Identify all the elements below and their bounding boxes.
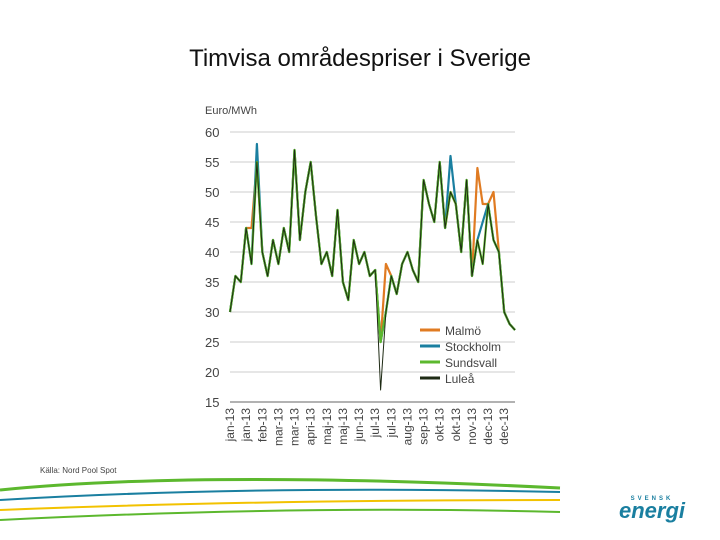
x-tick-label: nov-13 — [465, 408, 479, 445]
legend-label: Sundsvall — [445, 356, 497, 370]
decoration — [0, 477, 561, 521]
source: Källa: Nord Pool Spot — [40, 466, 117, 475]
y-tick-label: 45 — [205, 215, 219, 230]
y-tick-label: 15 — [205, 395, 219, 410]
series-line — [229, 149, 516, 391]
x-tick-label: mar-13 — [271, 408, 285, 446]
slide-title: Timvisa områdespriser i Sverige — [189, 45, 531, 72]
logo-main: energi — [619, 498, 686, 523]
logo-top: SVENSK — [631, 496, 674, 502]
legend-label: Luleå — [445, 372, 475, 386]
x-tick-label: apri-13 — [304, 408, 318, 446]
x-tick-label: feb-13 — [255, 408, 269, 442]
x-tick-label: jun-13 — [352, 408, 366, 443]
y-tick-label: 40 — [205, 245, 219, 260]
series-line — [228, 148, 516, 344]
x-tick-label: mar-13 — [288, 408, 302, 446]
x-tick-label: jul-13 — [368, 408, 382, 439]
x-tick-label: maj-13 — [320, 408, 334, 445]
y-tick-label: 30 — [205, 305, 219, 320]
x-tick-label: sep-13 — [417, 408, 431, 445]
x-tick-label: okt-13 — [433, 408, 447, 442]
x-tick-label: maj-13 — [336, 408, 350, 445]
y-tick-label: 55 — [205, 155, 219, 170]
x-tick-label: jul-13 — [384, 408, 398, 439]
y-tick-label: 20 — [205, 365, 219, 380]
x-tick-label: jan-13 — [223, 408, 237, 443]
legend-label: Stockholm — [445, 340, 501, 354]
x-tick-label: jan-13 — [239, 408, 253, 443]
x-tick-label: dec-13 — [481, 408, 495, 445]
y-tick-label: 60 — [205, 125, 219, 140]
legend-label: Malmö — [445, 324, 481, 338]
y-tick-label: 35 — [205, 275, 219, 290]
y-tick-label: 50 — [205, 185, 219, 200]
x-tick-label: dec-13 — [497, 408, 511, 445]
y-axis-label: Euro/MWh — [205, 105, 257, 117]
y-tick-label: 25 — [205, 335, 219, 350]
x-tick-label: okt-13 — [449, 408, 463, 442]
x-tick-label: aug-13 — [400, 408, 414, 446]
